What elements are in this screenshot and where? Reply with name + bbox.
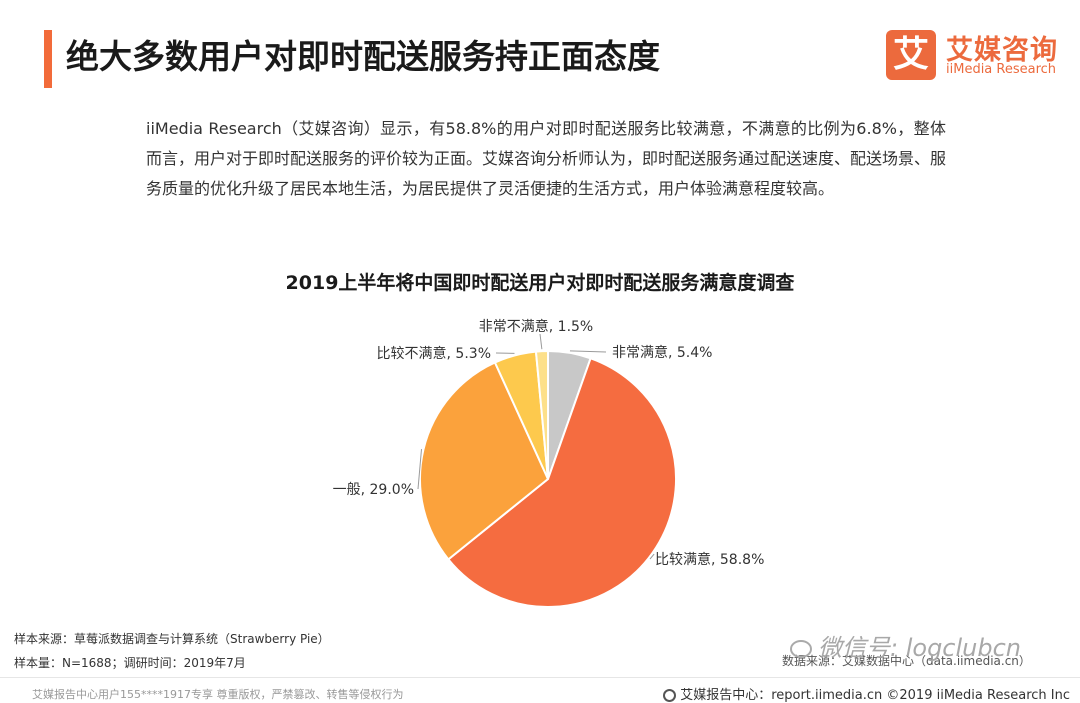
wechat-icon <box>790 640 812 658</box>
copyright-notice: 艾媒报告中心用户155****1917专享 尊重版权，严禁篡改、转售等侵权行为 <box>32 686 403 702</box>
slice-label-0: 非常满意, 5.4% <box>612 344 712 361</box>
slice-label-3: 比较不满意, 5.3% <box>377 345 491 362</box>
slice-label-1: 比较满意, 58.8% <box>655 551 764 568</box>
leader-line-0 <box>570 351 606 352</box>
watermark-text: 微信号: logclubcn <box>818 634 1021 662</box>
leader-line-4 <box>540 334 542 349</box>
slice-label-4: 非常不满意, 1.5% <box>479 318 593 335</box>
sample-size: 样本量：N=1688；调研时间：2019年7月 <box>14 654 246 671</box>
footer-divider <box>0 677 1080 678</box>
wechat-watermark: 微信号: logclubcn <box>790 628 1021 663</box>
globe-icon <box>663 689 676 702</box>
report-center: 艾媒报告中心：report.iimedia.cn ©2019 iiMedia R… <box>663 684 1070 703</box>
sample-source: 样本来源：草莓派数据调查与计算系统（Strawberry Pie） <box>14 630 330 647</box>
slice-label-2: 一般, 29.0% <box>333 482 414 498</box>
